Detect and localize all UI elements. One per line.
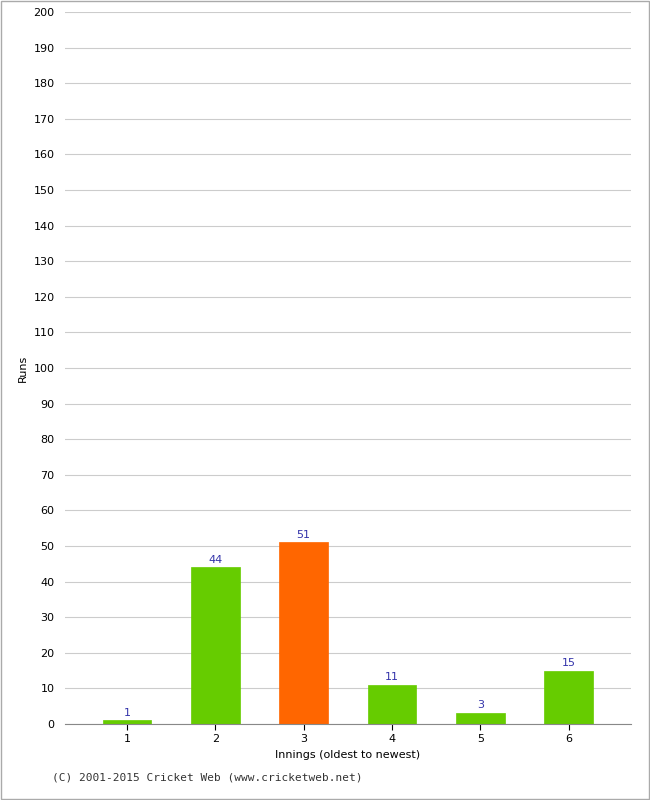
Bar bbox=[544, 670, 593, 724]
Text: 44: 44 bbox=[208, 554, 222, 565]
Bar bbox=[280, 542, 328, 724]
Text: 15: 15 bbox=[562, 658, 576, 668]
Text: 3: 3 bbox=[477, 701, 484, 710]
Text: 51: 51 bbox=[296, 530, 311, 539]
X-axis label: Innings (oldest to newest): Innings (oldest to newest) bbox=[275, 750, 421, 760]
Text: 1: 1 bbox=[124, 707, 131, 718]
Text: 11: 11 bbox=[385, 672, 399, 682]
Bar bbox=[103, 721, 151, 724]
Text: (C) 2001-2015 Cricket Web (www.cricketweb.net): (C) 2001-2015 Cricket Web (www.cricketwe… bbox=[52, 773, 363, 782]
Bar bbox=[456, 714, 504, 724]
Bar bbox=[368, 685, 416, 724]
Bar bbox=[191, 567, 239, 724]
Y-axis label: Runs: Runs bbox=[18, 354, 28, 382]
